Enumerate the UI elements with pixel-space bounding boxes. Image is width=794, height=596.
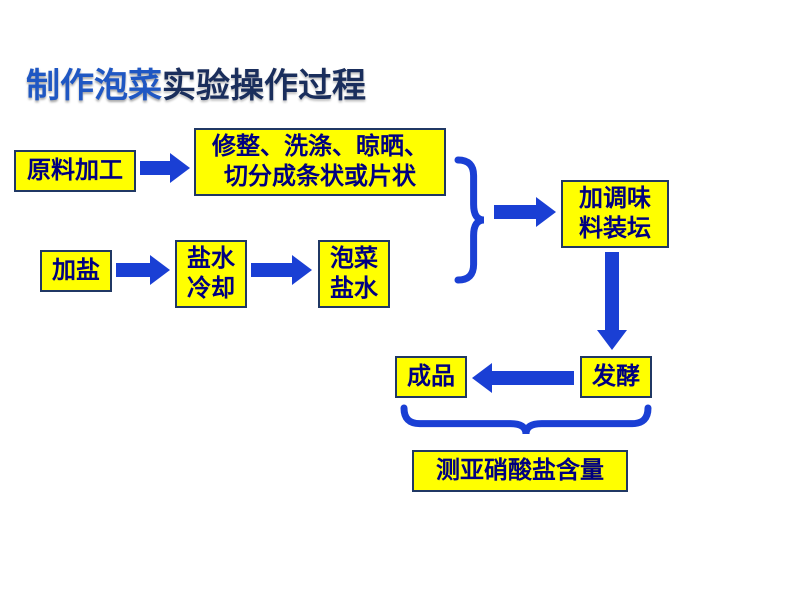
flow-node-season: 加调味 料装坛 bbox=[561, 180, 669, 248]
flow-node-prep: 修整、洗涤、晾晒、 切分成条状或片状 bbox=[194, 128, 446, 196]
flow-node-ferment: 发酵 bbox=[580, 356, 652, 398]
flow-node-label: 加调味 料装坛 bbox=[579, 184, 651, 244]
arrow bbox=[140, 153, 190, 183]
arrow bbox=[494, 197, 556, 227]
flow-node-brine: 泡菜 盐水 bbox=[318, 240, 390, 308]
flow-node-measure: 测亚硝酸盐含量 bbox=[412, 450, 628, 492]
flow-node-label: 原料加工 bbox=[27, 156, 123, 186]
flow-node-brine_cool: 盐水 冷却 bbox=[175, 240, 247, 308]
arrow bbox=[472, 363, 574, 393]
flow-node-salt: 加盐 bbox=[40, 250, 112, 292]
flow-node-label: 测亚硝酸盐含量 bbox=[436, 456, 604, 486]
flow-node-label: 加盐 bbox=[52, 256, 100, 286]
flow-node-raw: 原料加工 bbox=[14, 150, 136, 192]
flow-node-label: 泡菜 盐水 bbox=[330, 244, 378, 304]
arrow bbox=[597, 252, 627, 350]
flow-node-label: 发酵 bbox=[592, 362, 640, 392]
arrow bbox=[116, 255, 170, 285]
diagram-canvas: 制作泡菜实验操作过程 原料加工 修整、洗涤、晾晒、 切分成条状或片状加盐 盐水 冷却… bbox=[0, 0, 794, 596]
brace-right bbox=[458, 160, 484, 280]
flow-node-label: 修整、洗涤、晾晒、 切分成条状或片状 bbox=[212, 132, 428, 192]
title-prefix: 制作泡菜 bbox=[26, 68, 162, 105]
flow-node-label: 盐水 冷却 bbox=[187, 244, 235, 304]
page-title: 制作泡菜实验操作过程 bbox=[26, 58, 366, 107]
flow-node-product: 成品 bbox=[395, 356, 467, 398]
title-suffix: 实验操作过程 bbox=[162, 68, 366, 105]
flow-node-label: 成品 bbox=[407, 362, 455, 392]
arrow bbox=[251, 255, 312, 285]
brace-bottom bbox=[404, 408, 648, 434]
